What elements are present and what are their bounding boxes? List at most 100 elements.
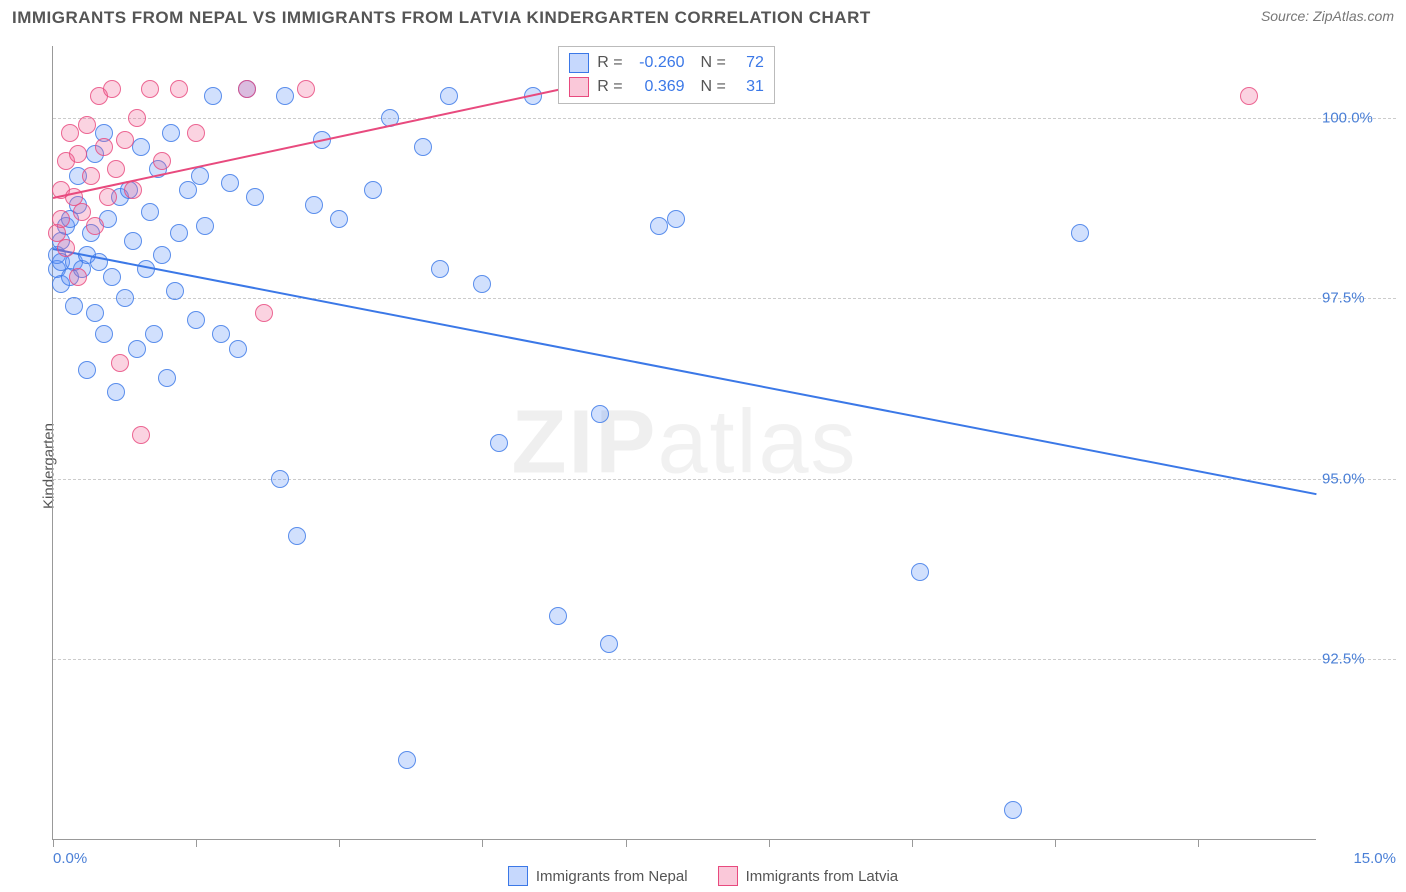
y-tick-label: 100.0% [1322,110,1402,127]
scatter-point [153,152,171,170]
scatter-point [238,80,256,98]
scatter-point [330,210,348,228]
scatter-point [591,405,609,423]
chart-container: Kindergarten ZIPatlas 100.0%97.5%95.0%92… [0,40,1406,892]
scatter-point [667,210,685,228]
scatter-point [1004,801,1022,819]
scatter-point [288,527,306,545]
trend-line [53,248,1316,495]
y-tick-label: 97.5% [1322,290,1402,307]
n-value: 72 [734,51,764,75]
scatter-point [255,304,273,322]
scatter-point [141,80,159,98]
scatter-point [162,124,180,142]
scatter-point [69,145,87,163]
scatter-point [305,196,323,214]
source-prefix: Source: [1261,8,1313,24]
scatter-point [187,124,205,142]
x-axis-end-label: 15.0% [1353,850,1396,867]
stats-row: R = -0.260 N = 72 [569,51,764,75]
scatter-point [276,87,294,105]
scatter-point [246,188,264,206]
x-tick [53,839,54,847]
scatter-point [103,80,121,98]
scatter-point [196,217,214,235]
scatter-point [103,268,121,286]
series-swatch [569,53,589,73]
scatter-point [132,138,150,156]
n-value: 31 [734,75,764,99]
scatter-point [61,124,79,142]
scatter-point [187,311,205,329]
scatter-point [111,354,129,372]
x-tick [482,839,483,847]
scatter-point [107,383,125,401]
scatter-point [414,138,432,156]
scatter-point [128,109,146,127]
chart-title: IMMIGRANTS FROM NEPAL VS IMMIGRANTS FROM… [12,8,871,28]
scatter-point [440,87,458,105]
scatter-point [650,217,668,235]
plot-area: ZIPatlas 100.0%97.5%95.0%92.5%0.0%15.0%R… [52,46,1316,840]
scatter-point [158,369,176,387]
gridline [53,118,1396,119]
x-axis-start-label: 0.0% [53,850,87,867]
scatter-point [1240,87,1258,105]
legend-item: Immigrants from Latvia [718,866,899,886]
n-label: N = [701,75,726,99]
watermark-part2: atlas [657,392,857,492]
gridline [53,659,1396,660]
scatter-point [82,167,100,185]
scatter-point [86,304,104,322]
scatter-point [490,434,508,452]
scatter-point [95,138,113,156]
x-tick [339,839,340,847]
scatter-point [116,131,134,149]
source-attribution: Source: ZipAtlas.com [1261,8,1394,24]
r-label: R = [597,51,622,75]
scatter-point [141,203,159,221]
legend: Immigrants from Nepal Immigrants from Lat… [0,866,1406,886]
scatter-point [132,426,150,444]
scatter-point [124,232,142,250]
gridline [53,298,1396,299]
r-value: -0.260 [631,51,685,75]
scatter-point [145,325,163,343]
scatter-point [86,217,104,235]
scatter-point [191,167,209,185]
scatter-point [78,361,96,379]
scatter-point [128,340,146,358]
scatter-point [600,635,618,653]
scatter-point [95,325,113,343]
scatter-point [153,246,171,264]
r-value: 0.369 [631,75,685,99]
scatter-point [221,174,239,192]
source-name: ZipAtlas.com [1313,8,1394,24]
legend-swatch [718,866,738,886]
x-tick [626,839,627,847]
y-tick-label: 92.5% [1322,650,1402,667]
scatter-point [124,181,142,199]
scatter-point [549,607,567,625]
scatter-point [364,181,382,199]
x-tick [1198,839,1199,847]
legend-label: Immigrants from Nepal [536,868,688,885]
scatter-point [52,210,70,228]
scatter-point [212,325,230,343]
x-tick [1055,839,1056,847]
stats-box: R = -0.260 N = 72R = 0.369 N = 31 [558,46,775,104]
scatter-point [170,80,188,98]
scatter-point [166,282,184,300]
watermark-part1: ZIP [511,392,657,492]
gridline [53,479,1396,480]
scatter-point [297,80,315,98]
series-swatch [569,77,589,97]
n-label: N = [701,51,726,75]
legend-swatch [508,866,528,886]
y-tick-label: 95.0% [1322,470,1402,487]
scatter-point [179,181,197,199]
scatter-point [65,297,83,315]
scatter-point [57,239,75,257]
scatter-point [99,188,117,206]
scatter-point [229,340,247,358]
